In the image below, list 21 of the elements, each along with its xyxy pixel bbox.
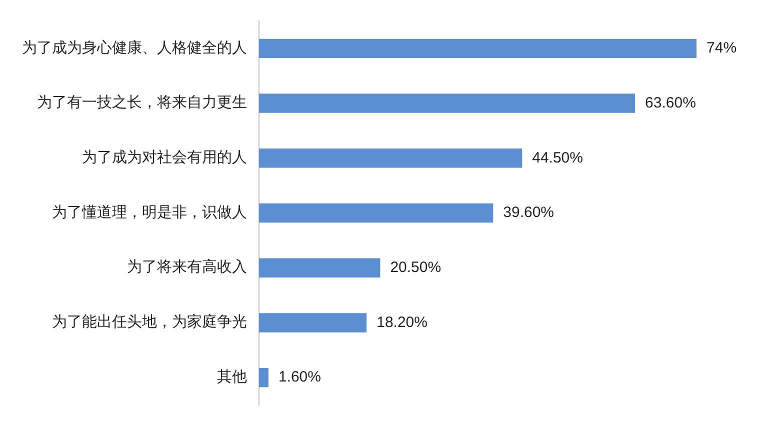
bar bbox=[259, 94, 636, 113]
data-label: 20.50% bbox=[390, 259, 442, 276]
data-label: 18.20% bbox=[376, 314, 428, 331]
bar bbox=[259, 38, 697, 58]
y-tick-label: 为了懂道理，明是非，识做人 bbox=[52, 202, 247, 221]
bar bbox=[259, 203, 494, 223]
y-tick-label: 为了成为身心健康、人格健全的人 bbox=[22, 38, 247, 56]
bar bbox=[259, 368, 268, 388]
bar bbox=[259, 313, 367, 332]
bar bbox=[259, 148, 522, 168]
data-label: 1.60% bbox=[278, 368, 322, 386]
data-label: 63.60% bbox=[645, 94, 696, 112]
data-label: 44.50% bbox=[532, 149, 583, 166]
y-tick-label: 为了将来有高收入 bbox=[127, 258, 247, 276]
y-tick-label: 为了有一技之长，将来自力更生 bbox=[37, 93, 247, 112]
bar bbox=[259, 258, 380, 278]
y-tick-label: 为了能出任头地，为家庭争光 bbox=[52, 312, 247, 331]
y-tick-label: 其他 bbox=[217, 367, 247, 386]
data-label: 39.60% bbox=[503, 204, 554, 222]
y-tick-label: 为了成为对社会有用的人 bbox=[82, 148, 247, 166]
data-label: 74% bbox=[706, 40, 737, 57]
